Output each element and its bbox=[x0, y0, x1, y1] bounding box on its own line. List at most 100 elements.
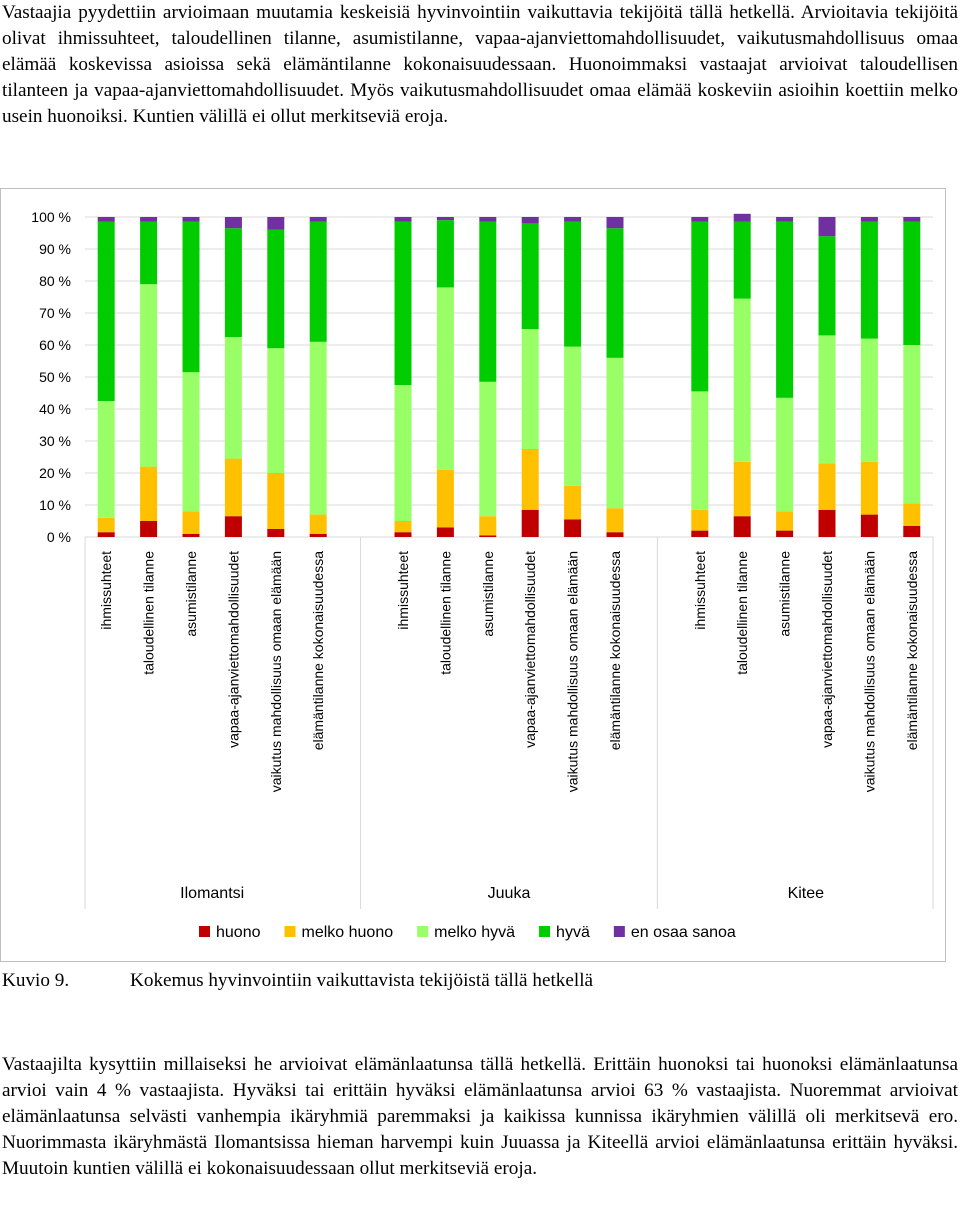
bar-hyvä bbox=[691, 221, 709, 392]
bar-en-osaa-sanoa bbox=[776, 217, 794, 222]
bar-melko-huono bbox=[309, 514, 327, 534]
category-label: elämäntilanne kokonaisuudessa bbox=[607, 551, 623, 750]
bar-huono bbox=[860, 514, 878, 537]
stacked-bar-chart: 0 % 10 % 20 % 30 % 40 % 50 % 60 % 70 % 80 % 90 % 1… bbox=[31, 209, 934, 941]
bar-huono bbox=[224, 516, 242, 537]
bar-hyvä bbox=[224, 228, 242, 337]
bar-hyvä bbox=[521, 223, 539, 329]
category-label: ihmissuhteet bbox=[692, 551, 708, 630]
y-tick-label: 70 % bbox=[39, 305, 71, 321]
y-tick-label: 80 % bbox=[39, 273, 71, 289]
bar-melko-huono bbox=[436, 469, 454, 528]
legend-label: melko huono bbox=[302, 924, 394, 941]
bar-en-osaa-sanoa bbox=[394, 217, 412, 222]
bar-melko-huono bbox=[140, 466, 158, 521]
bar-huono bbox=[97, 532, 115, 537]
bar-melko-huono bbox=[394, 521, 412, 533]
bar-hyvä bbox=[818, 236, 836, 336]
bar-melko-huono bbox=[182, 511, 200, 534]
category-label: taloudellinen tilanne bbox=[734, 551, 750, 675]
bar-huono bbox=[182, 533, 200, 537]
bar-melko-huono bbox=[818, 463, 836, 510]
bar-melko-hyvä bbox=[182, 372, 200, 512]
bar-hyvä bbox=[182, 221, 200, 373]
category-label: asumistilanne bbox=[183, 551, 199, 637]
bar-en-osaa-sanoa bbox=[733, 213, 751, 222]
category-label: vaikutus mahdollisuus omaan elämään bbox=[565, 551, 581, 792]
legend-swatch bbox=[199, 926, 210, 937]
bar-melko-hyvä bbox=[776, 397, 794, 512]
legend-label: huono bbox=[216, 924, 261, 941]
bar-huono bbox=[436, 527, 454, 537]
category-label: ihmissuhteet bbox=[395, 551, 411, 630]
bar-en-osaa-sanoa bbox=[479, 217, 497, 222]
bar-en-osaa-sanoa bbox=[267, 217, 285, 230]
bar-en-osaa-sanoa bbox=[182, 217, 200, 222]
category-label: elämäntilanne kokonaisuudessa bbox=[310, 551, 326, 750]
bar-melko-huono bbox=[776, 511, 794, 531]
bar-melko-huono bbox=[564, 485, 582, 520]
bar-melko-hyvä bbox=[818, 335, 836, 464]
category-label: taloudellinen tilanne bbox=[141, 551, 157, 675]
bar-melko-hyvä bbox=[733, 298, 751, 462]
bar-en-osaa-sanoa bbox=[224, 217, 242, 229]
bar-hyvä bbox=[776, 221, 794, 398]
bar-melko-huono bbox=[733, 461, 751, 517]
bar-huono bbox=[267, 529, 285, 537]
bar-melko-hyvä bbox=[224, 337, 242, 459]
category-label: elämäntilanne kokonaisuudessa bbox=[904, 551, 920, 750]
y-tick-label: 30 % bbox=[39, 433, 71, 449]
group-label: Ilomantsi bbox=[180, 885, 244, 902]
bar-huono bbox=[564, 519, 582, 537]
bar-huono bbox=[691, 530, 709, 537]
bar-melko-huono bbox=[691, 509, 709, 531]
bar-melko-hyvä bbox=[521, 329, 539, 449]
legend-swatch bbox=[284, 926, 296, 937]
bar-melko-hyvä bbox=[436, 287, 454, 470]
bar-huono bbox=[140, 521, 158, 537]
bar-hyvä bbox=[564, 221, 582, 347]
bar-en-osaa-sanoa bbox=[691, 217, 709, 222]
intro-paragraph: Vastaajia pyydettiin arvioimaan muutamia… bbox=[2, 2, 958, 127]
bar-en-osaa-sanoa bbox=[903, 217, 921, 222]
bar-hyvä bbox=[140, 221, 158, 285]
category-label: vaikutus mahdollisuus omaan elämään bbox=[268, 551, 284, 792]
bar-melko-huono bbox=[606, 508, 624, 533]
category-label: vapaa-ajanviettomahdollisuudet bbox=[225, 551, 241, 748]
bar-melko-hyvä bbox=[860, 338, 878, 462]
bar-melko-hyvä bbox=[267, 348, 285, 473]
bar-huono bbox=[394, 532, 412, 537]
group-label: Juuka bbox=[488, 885, 531, 902]
bar-huono bbox=[309, 533, 327, 537]
bar-hyvä bbox=[309, 221, 327, 342]
bar-melko-huono bbox=[479, 516, 497, 536]
legend-swatch bbox=[417, 926, 429, 937]
chart-frame: 0 % 10 % 20 % 30 % 40 % 50 % 60 % 70 % 80 % 90 % 1… bbox=[0, 188, 946, 962]
bar-en-osaa-sanoa bbox=[436, 217, 454, 221]
bar-melko-huono bbox=[267, 473, 285, 529]
bar-en-osaa-sanoa bbox=[97, 217, 115, 222]
legend-swatch bbox=[539, 926, 551, 937]
bar-melko-huono bbox=[903, 503, 921, 526]
bar-huono bbox=[606, 532, 624, 537]
bar-melko-hyvä bbox=[97, 401, 115, 518]
bar-hyvä bbox=[860, 221, 878, 339]
bar-melko-hyvä bbox=[691, 391, 709, 510]
bar-huono bbox=[479, 535, 497, 537]
legend-label: melko hyvä bbox=[434, 924, 515, 941]
category-label: vaikutus mahdollisuus omaan elämään bbox=[861, 551, 877, 792]
bar-hyvä bbox=[606, 228, 624, 358]
bar-hyvä bbox=[479, 221, 497, 382]
outro-paragraph: Vastaajilta kysyttiin millaiseksi he arv… bbox=[2, 1054, 958, 1179]
y-tick-label: 90 % bbox=[39, 241, 71, 257]
y-tick-label: 60 % bbox=[39, 337, 71, 353]
bar-huono bbox=[521, 509, 539, 537]
bar-huono bbox=[818, 509, 836, 537]
category-label: taloudellinen tilanne bbox=[437, 551, 453, 675]
bar-melko-huono bbox=[521, 449, 539, 510]
category-label: vapaa-ajanviettomahdollisuudet bbox=[819, 551, 835, 748]
bar-melko-huono bbox=[860, 461, 878, 515]
bar-melko-hyvä bbox=[479, 381, 497, 517]
y-tick-label: 0 % bbox=[47, 529, 71, 545]
bar-huono bbox=[903, 525, 921, 537]
